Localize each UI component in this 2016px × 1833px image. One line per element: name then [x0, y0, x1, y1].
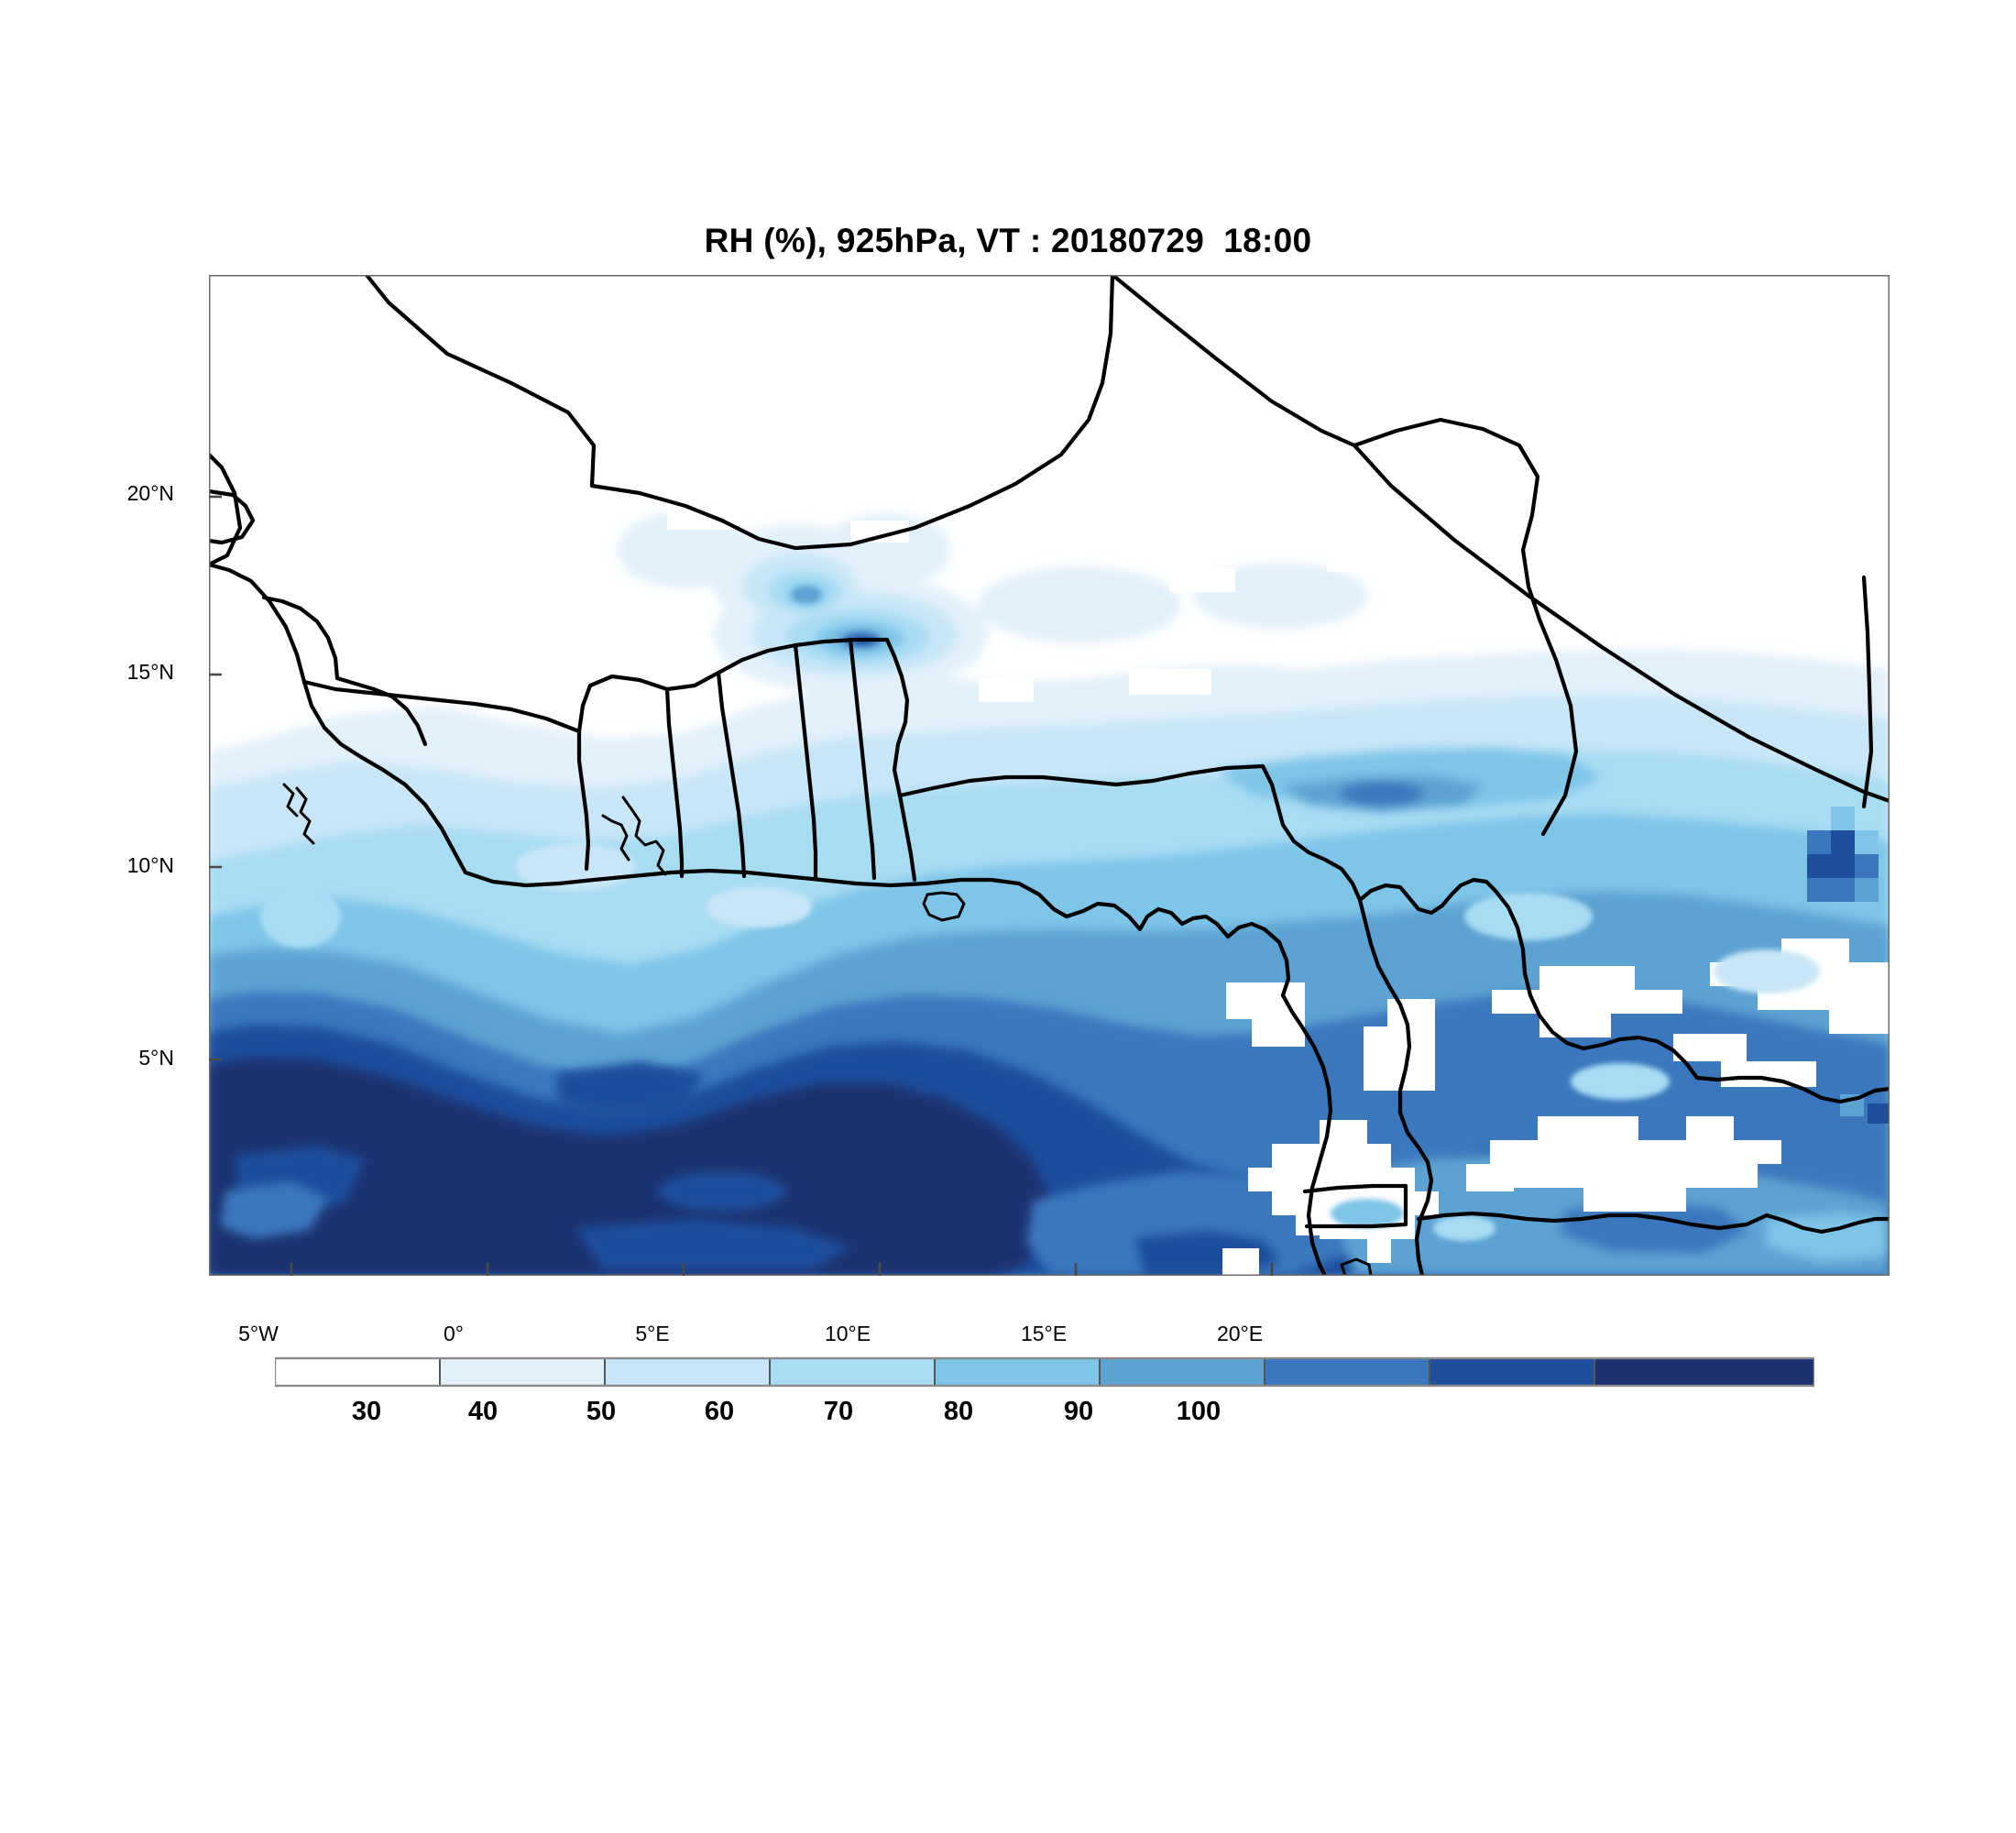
y-tick-label: 5°N — [138, 1046, 174, 1070]
y-tick-label: 15°N — [126, 660, 174, 684]
colorbar-tick-label: 30 — [351, 1397, 382, 1426]
colorbar-tick-label: 40 — [467, 1397, 499, 1426]
colorbar-tick-label: 80 — [943, 1397, 974, 1426]
x-tick-label: 20°E — [1216, 1322, 1264, 1345]
colorbar-bands — [275, 1358, 1814, 1386]
colorbar-tick-label: 100 — [1176, 1397, 1222, 1426]
colorbar-tick-label: 90 — [1063, 1397, 1094, 1426]
colorbar[interactable] — [275, 1347, 1814, 1393]
page-title: RH (%), 925hPa, VT : 20180729 18:00 — [704, 222, 1312, 259]
x-tick-label: 10°E — [824, 1322, 871, 1345]
colorbar-tick-label: 50 — [586, 1397, 617, 1426]
map-plot-area[interactable] — [209, 275, 1890, 1276]
axis-ticks — [209, 495, 1274, 1276]
x-tick-label: 0° — [444, 1322, 464, 1345]
colorbar-tick-label: 60 — [704, 1397, 735, 1426]
colorbar-frame — [275, 1356, 1814, 1388]
colorbar-dividers — [439, 1358, 1595, 1386]
x-tick-label: 15°E — [1020, 1322, 1068, 1345]
colorbar-tick-label: 70 — [823, 1397, 854, 1426]
y-tick-label: 20°N — [126, 481, 174, 505]
x-tick-label: 5°W — [238, 1322, 279, 1345]
x-tick-label: 5°E — [635, 1322, 670, 1345]
coastlines-and-borders — [209, 275, 1890, 1276]
rh-contour-fill — [209, 504, 1890, 1276]
y-tick-label: 10°N — [126, 853, 174, 877]
